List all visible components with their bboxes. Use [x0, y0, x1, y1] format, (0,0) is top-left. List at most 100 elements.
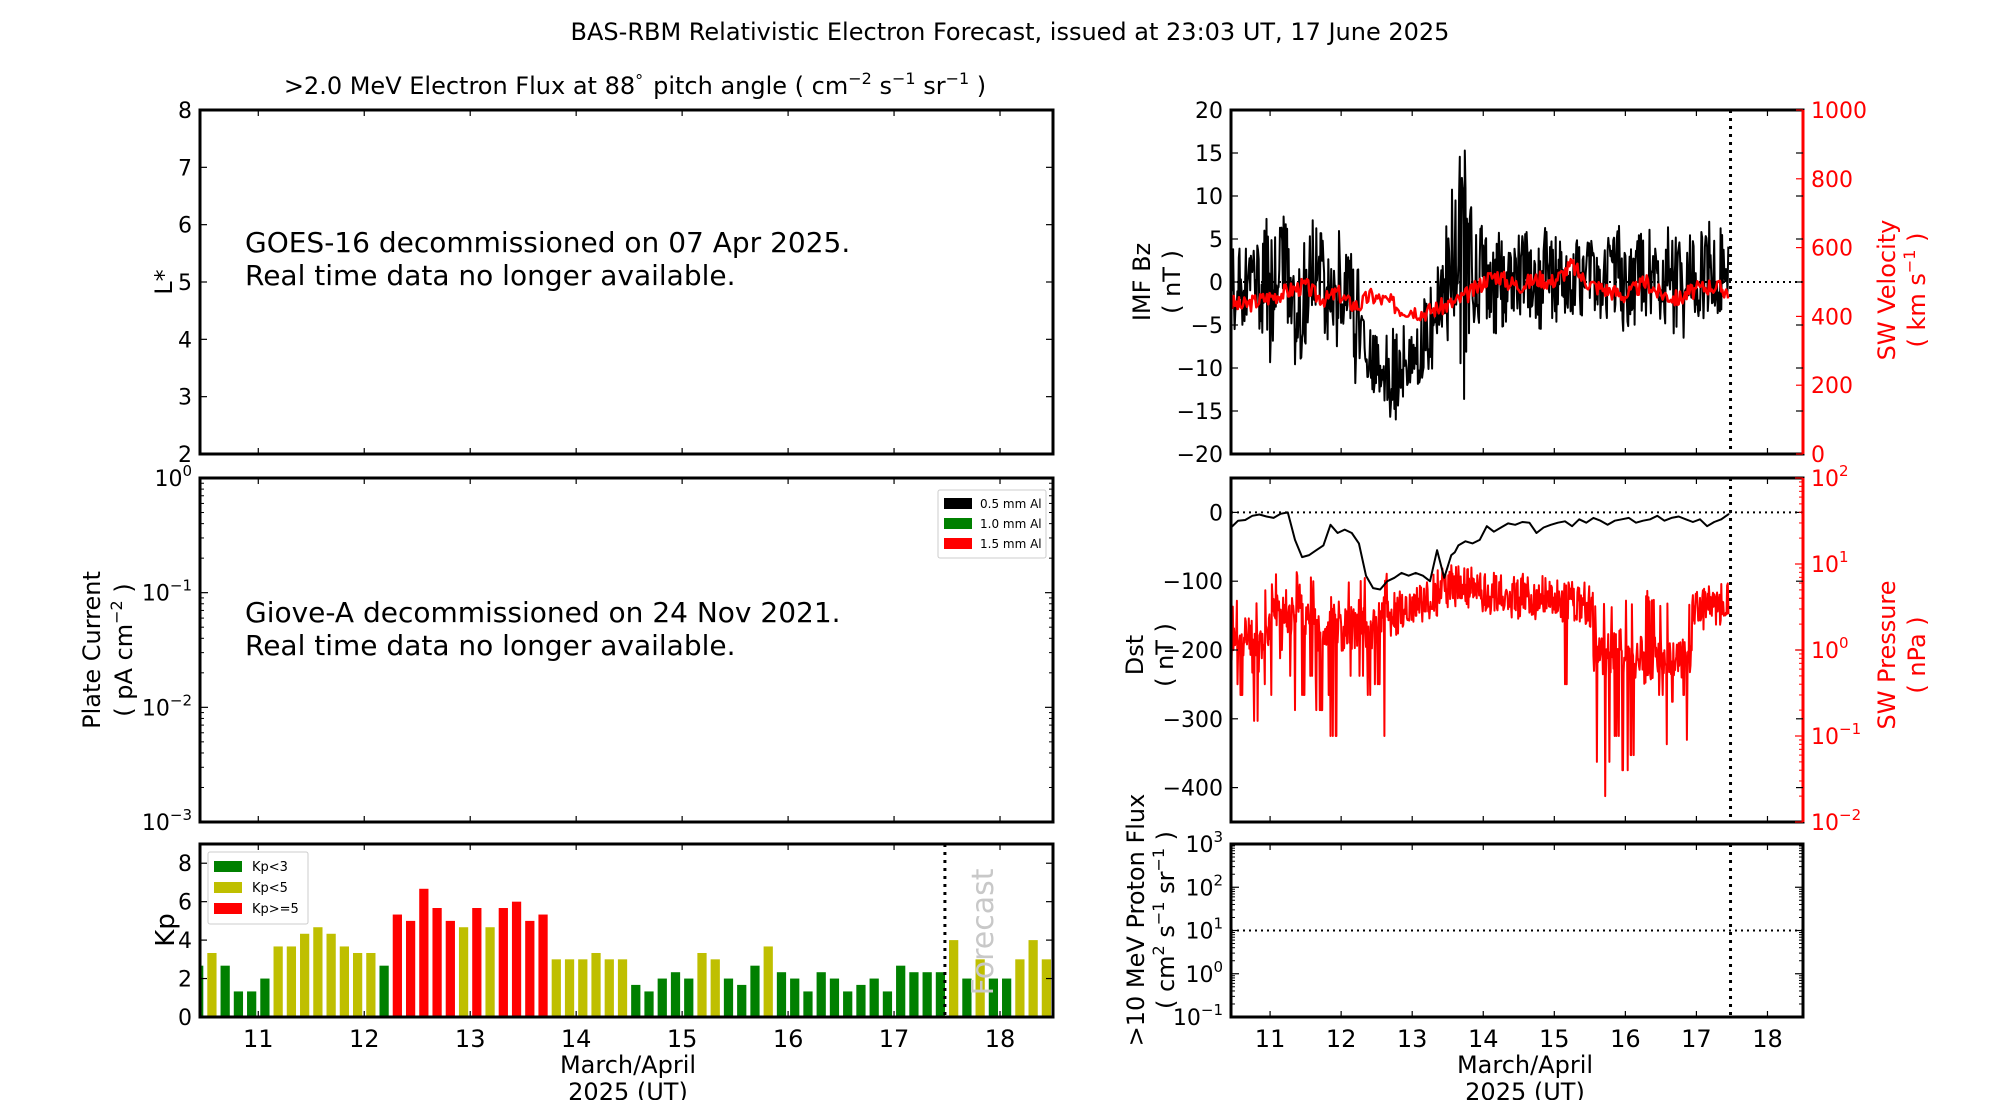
y-tick-label: 800: [1811, 168, 1853, 193]
kp-bar: [697, 952, 707, 1017]
kp-bar: [816, 972, 826, 1017]
kp-bars: [200, 888, 1051, 1017]
goes-message-line2: Real time data no longer available.: [245, 259, 736, 292]
kp-bar: [207, 952, 217, 1017]
y-tick-label: 103: [1185, 828, 1223, 858]
kp-bar: [405, 920, 416, 1017]
y-tick-label: 0: [1209, 271, 1223, 296]
kp-xlabel-line1: March/April: [560, 1051, 696, 1079]
sw-pressure-line: [1230, 564, 1730, 798]
kp-bar: [326, 933, 336, 1017]
kp-bar: [525, 920, 535, 1017]
dst-ylabel-line2: ( nT ): [1151, 623, 1179, 687]
y-tick-label: 10−1: [1811, 720, 1861, 750]
plate-current-ylabel: Plate Current: [78, 571, 106, 729]
x-tick-label: 13: [1397, 1025, 1428, 1053]
y-tick-label: 3: [178, 386, 192, 411]
kp-bar: [882, 991, 893, 1017]
y-tick-label: 4: [178, 328, 192, 353]
kp-bar: [564, 959, 575, 1017]
y-tick-label: 2: [178, 968, 192, 993]
imf-ylabel-line2: ( nT ): [1158, 250, 1186, 314]
kp-bar: [578, 959, 588, 1017]
proton-ylabel-line2: ( cm2 s−1 sr−1 ): [1149, 831, 1180, 1009]
y-tick-label: 8: [178, 99, 192, 124]
dst-ylabel-line1: Dst: [1121, 635, 1149, 675]
y-tick-label: 100: [1185, 958, 1223, 988]
x-tick-label: 15: [1539, 1025, 1570, 1053]
kp-bar: [591, 952, 601, 1017]
x-tick-label: 12: [349, 1025, 380, 1053]
legend-label: 1.0 mm Al: [980, 517, 1042, 531]
y-tick-label: 7: [178, 156, 192, 181]
kp-bar: [670, 972, 681, 1017]
imf-sw-velocity-panel: IMF Bz ( nT ) SW Velocity ( km s−1 ) −20…: [1128, 99, 1931, 468]
y-tick-label: 10: [1195, 185, 1223, 210]
y-tick-label: 101: [1185, 915, 1223, 945]
y-tick-label: 100: [1811, 634, 1849, 664]
electron-flux-title: >2.0 MeV Electron Flux at 88° pitch angle…: [284, 69, 986, 100]
y-tick-label: 10−1: [1173, 1001, 1223, 1031]
legend-swatch: [944, 518, 972, 529]
kp-bar: [472, 908, 482, 1017]
kp-bar: [750, 965, 760, 1017]
legend-swatch: [944, 538, 972, 549]
x-tick-label: 16: [773, 1025, 804, 1053]
legend-label: 0.5 mm Al: [980, 497, 1042, 511]
kp-bar: [220, 965, 230, 1017]
x-tick-label: 11: [1255, 1025, 1286, 1053]
legend-label: 1.5 mm Al: [980, 537, 1042, 551]
legend-swatch: [944, 498, 972, 509]
y-tick-label: 0: [1209, 501, 1223, 526]
x-tick-label: 16: [1610, 1025, 1641, 1053]
y-tick-label: 20: [1195, 99, 1223, 124]
proton-flux-panel: >10 MeV Proton Flux ( cm2 s−1 sr−1 ) Mar…: [1122, 794, 1805, 1100]
y-tick-label: −5: [1191, 314, 1223, 339]
kp-bar: [657, 978, 667, 1017]
kp-bar: [869, 978, 879, 1017]
kp-bar: [949, 940, 959, 1017]
y-tick-label: −400: [1163, 777, 1223, 802]
legend-label: Kp<5: [252, 881, 288, 896]
y-tick-label: 15: [1195, 142, 1223, 167]
kp-bar: [617, 959, 628, 1017]
y-tick-label: 200: [1811, 374, 1853, 399]
kp-bar: [644, 991, 654, 1017]
x-tick-label: 14: [1468, 1025, 1499, 1053]
legend-swatch: [214, 903, 242, 914]
kp-bar: [1002, 978, 1012, 1017]
kp-bar: [352, 952, 363, 1017]
kp-bar: [843, 991, 853, 1017]
giove-message-line2: Real time data no longer available.: [245, 629, 736, 662]
y-tick-label: 0: [1811, 443, 1825, 468]
kp-bar: [392, 914, 402, 1017]
kp-bar: [763, 946, 773, 1017]
forecast-label: Forecast: [966, 868, 1001, 995]
kp-bar: [379, 965, 389, 1017]
y-tick-label: 0: [178, 1006, 192, 1031]
y-tick-label: 101: [1811, 548, 1849, 578]
y-tick-label: 6: [178, 214, 192, 239]
x-tick-label: 11: [243, 1025, 274, 1053]
kp-bar: [909, 972, 919, 1017]
kp-bar: [200, 965, 204, 1017]
kp-bar: [339, 946, 349, 1017]
x-tick-label: 17: [1681, 1025, 1712, 1053]
kp-bar: [260, 978, 270, 1017]
sw-pressure-ylabel-line2: ( nPa ): [1903, 616, 1931, 693]
figure-title: BAS-RBM Relativistic Electron Forecast, …: [571, 18, 1450, 46]
kp-bar: [432, 908, 442, 1017]
electron-flux-ylabel: L*: [150, 269, 178, 294]
kp-bar: [776, 972, 787, 1017]
kp-bar: [485, 927, 495, 1017]
kp-bar: [790, 978, 800, 1017]
kp-bar: [366, 952, 376, 1017]
kp-xlabel-line2: 2025 (UT): [568, 1078, 688, 1100]
y-tick-label: 10−2: [142, 691, 192, 721]
x-tick-label: 13: [455, 1025, 486, 1053]
x-tick-label: 15: [667, 1025, 698, 1053]
x-tick-label: 18: [985, 1025, 1016, 1053]
sw-velocity-ylabel-line2: ( km s−1 ): [1900, 233, 1931, 348]
y-tick-label: 102: [1185, 871, 1223, 901]
y-tick-label: −20: [1177, 443, 1223, 468]
